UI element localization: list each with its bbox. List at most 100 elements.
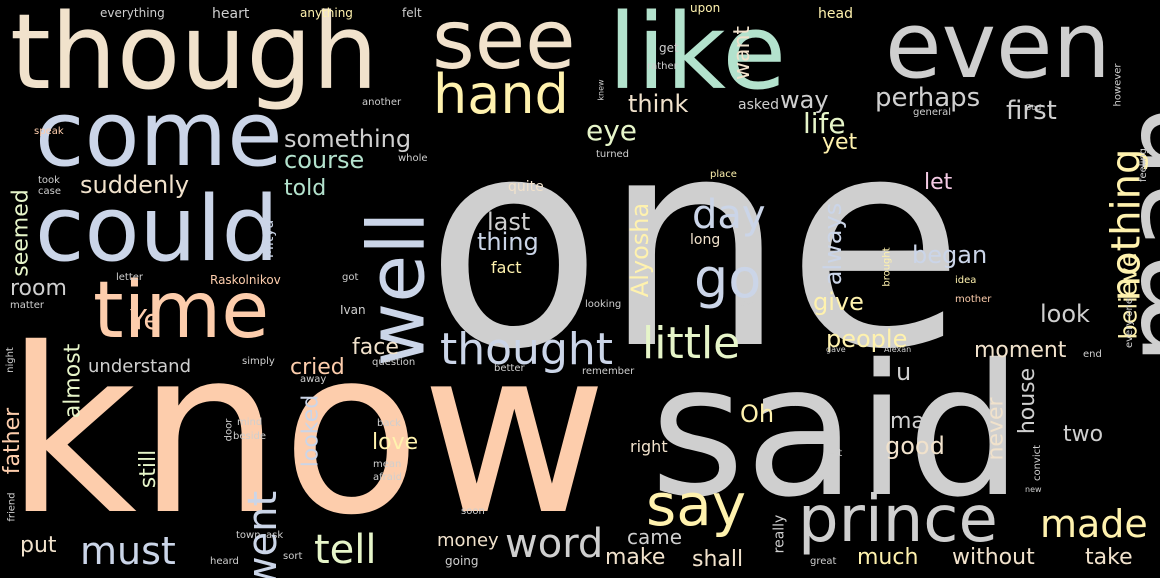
word-back: back — [377, 418, 401, 429]
word-house: house — [1015, 367, 1041, 435]
word-began: began — [912, 241, 988, 269]
word-thing: thing — [477, 228, 539, 256]
word-night: night — [4, 347, 16, 373]
word-mean: mean — [373, 459, 402, 470]
word-head: head — [818, 6, 853, 22]
word-two: two — [1063, 422, 1104, 447]
word-fact: fact — [491, 258, 522, 277]
word-mind: mind — [237, 417, 263, 428]
word-Ye: Ye — [130, 303, 161, 336]
word-room: room — [10, 276, 67, 301]
word-much: much — [857, 545, 919, 570]
word-convict: convict — [1032, 444, 1044, 482]
word-speak: speak — [34, 126, 64, 137]
word-cried: cried — [290, 355, 345, 380]
word-moment: moment — [974, 338, 1067, 363]
word-never: never — [983, 397, 1009, 461]
word-want: want — [730, 25, 756, 81]
word-one: one — [425, 76, 965, 413]
word-like: like — [608, 0, 787, 113]
word-God: God — [1025, 103, 1042, 112]
word-anything: anything — [300, 6, 353, 20]
word-away: away — [300, 374, 327, 385]
word-shall: shall — [692, 547, 744, 572]
word-prince: prince — [798, 483, 998, 557]
word-say: say — [646, 471, 747, 539]
word-know: know — [5, 299, 608, 565]
word-thought: thought — [440, 324, 614, 375]
word-quite: quite — [508, 179, 544, 195]
word-door: door — [223, 418, 235, 442]
word-looking: looking — [585, 299, 622, 310]
word-look: look — [1040, 300, 1090, 328]
word-time: time — [93, 266, 270, 356]
word-right: right — [630, 437, 668, 456]
word-put: put — [20, 533, 57, 558]
word-seemed: seemed — [8, 189, 34, 277]
word-something: something — [284, 125, 412, 153]
word-gave: gave — [826, 345, 846, 354]
word-great: great — [810, 556, 837, 567]
word-good: good — [885, 432, 945, 460]
word-came: came — [627, 525, 683, 549]
word-knew: knew — [596, 79, 606, 101]
word-soon: soon — [461, 506, 485, 517]
word-long: long — [690, 232, 721, 248]
word-course: course — [284, 146, 365, 174]
word-remember: remember — [582, 366, 635, 377]
word-matter: matter — [10, 300, 44, 311]
word-always: always — [819, 202, 848, 286]
word-brought: brought — [881, 247, 893, 287]
word-friend: friend — [6, 492, 18, 522]
word-father: father — [0, 407, 26, 475]
word-last: last — [487, 208, 531, 236]
word-said: said — [650, 325, 1023, 537]
word-little: little — [642, 318, 741, 369]
word-though: though — [10, 0, 379, 113]
word-think: think — [628, 90, 689, 118]
word-money: money — [437, 530, 499, 551]
word-heart: heart — [212, 6, 250, 22]
word-every-one: every one — [1124, 297, 1136, 349]
word-however: however — [1112, 63, 1124, 107]
word-must: must — [80, 529, 176, 573]
word-new: new — [1025, 485, 1042, 494]
word-another: another — [362, 97, 402, 108]
word-asked: asked — [738, 97, 779, 113]
word-turned: turned — [596, 149, 630, 160]
word-Oh: Oh — [740, 400, 775, 428]
word-letter: letter — [116, 272, 144, 283]
word-day: day — [692, 192, 766, 238]
word-town: town — [236, 530, 261, 541]
word-beside: beside — [233, 431, 266, 442]
word-going: going — [445, 554, 479, 568]
word-tell: tell — [314, 527, 377, 573]
word-perhaps: perhaps — [875, 83, 981, 113]
word-better: better — [494, 363, 525, 374]
word-yet: yet — [822, 130, 858, 155]
word-Mitya: Mitya — [261, 219, 278, 259]
word-u: u — [896, 358, 912, 386]
word-Raskolnikov: Raskolnikov — [210, 273, 281, 287]
word-almost: almost — [60, 343, 86, 419]
word-even: even — [885, 0, 1111, 99]
word-Alyosha: Alyosha — [626, 202, 655, 298]
word-hand: hand — [433, 63, 569, 126]
word-take: take — [1085, 545, 1133, 570]
word-could: could — [35, 177, 279, 282]
word-face: face — [352, 335, 399, 360]
word-life: life — [803, 107, 846, 140]
word-go: go — [694, 247, 762, 310]
word-make: make — [605, 545, 666, 570]
word-word: word — [505, 521, 604, 567]
word-case: case — [38, 186, 61, 197]
word-felt: felt — [402, 6, 422, 20]
word-made: made — [1040, 502, 1148, 546]
word-mother: mother — [955, 294, 992, 305]
word-general: general — [913, 107, 952, 118]
word-sort: sort — [283, 551, 303, 562]
word-place: place — [710, 169, 737, 180]
word-got: got — [342, 272, 359, 283]
word-took: took — [38, 175, 60, 186]
